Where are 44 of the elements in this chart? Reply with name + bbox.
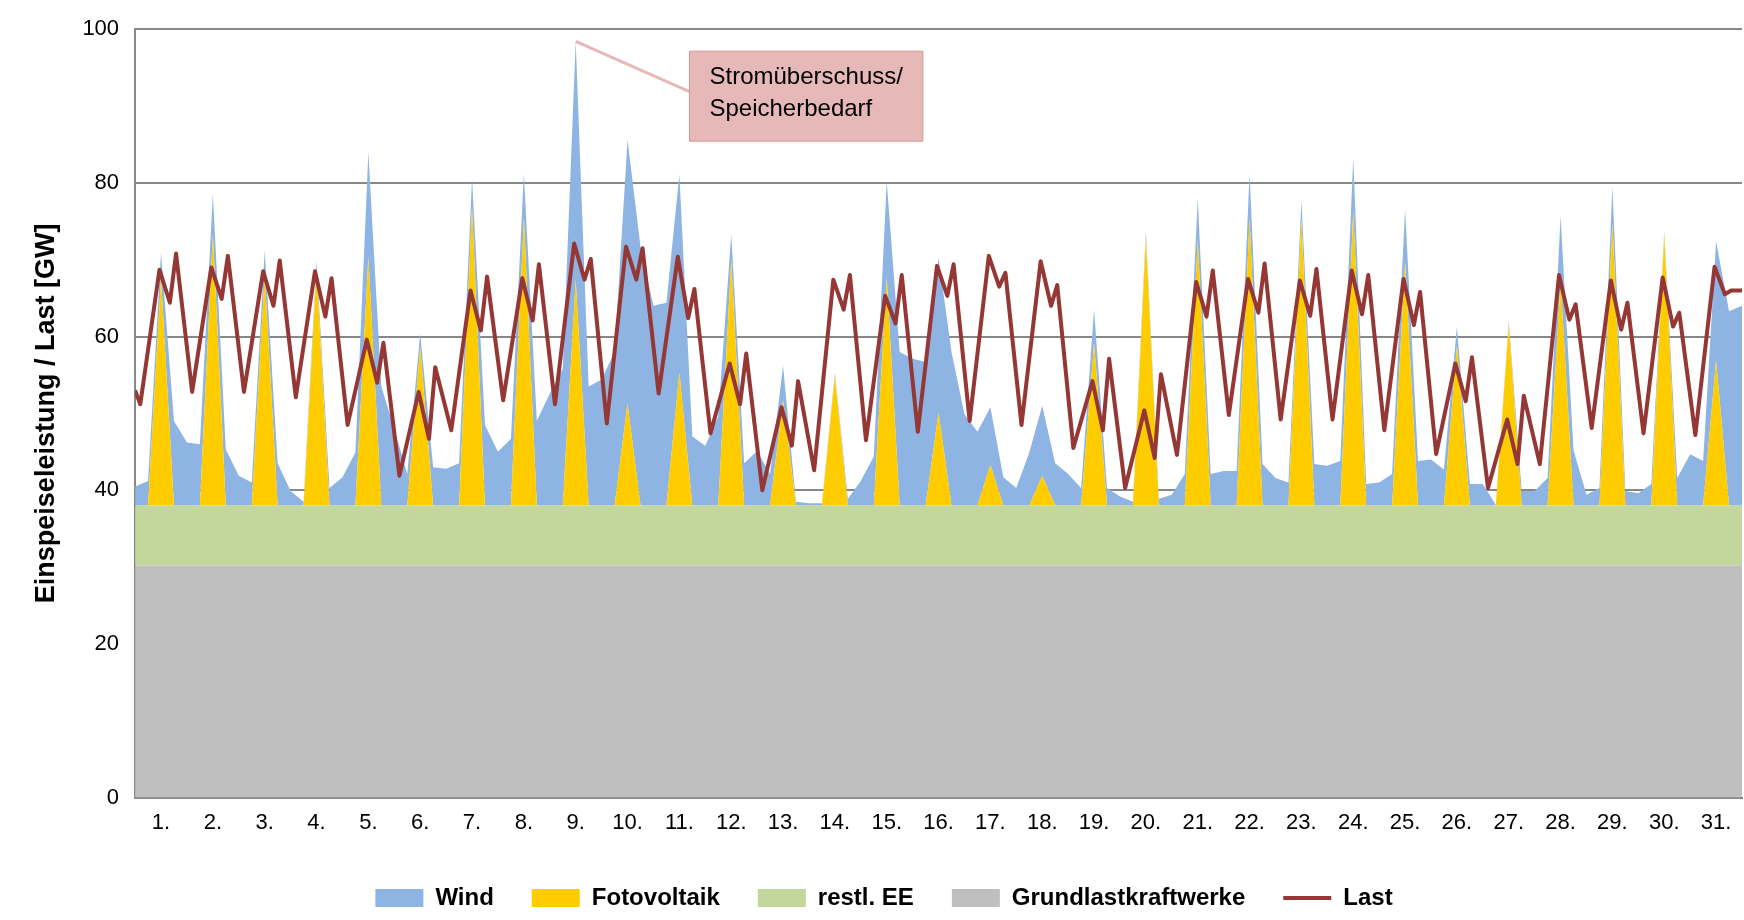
x-tick-label: 19. <box>1078 808 1110 834</box>
x-tick-label: 15. <box>871 808 903 834</box>
y-tick-label: 20 <box>94 629 120 655</box>
y-tick-label: 0 <box>106 783 120 809</box>
x-tick-label: 20. <box>1130 808 1162 834</box>
y-tick-label: 80 <box>94 168 120 194</box>
x-tick-label: 2. <box>203 808 223 834</box>
x-tick-label: 29. <box>1597 808 1628 834</box>
y-tick-label: 40 <box>94 476 120 502</box>
x-tick-label: 12. <box>715 808 747 834</box>
x-tick-label: 16. <box>923 808 954 834</box>
x-tick-label: 27. <box>1493 808 1525 834</box>
x-tick-label: 18. <box>1026 808 1058 834</box>
x-tick-label: 3. <box>255 808 274 834</box>
x-tick-label: 26. <box>1441 808 1473 834</box>
y-tick-label: 60 <box>94 322 120 348</box>
x-tick-label: 21. <box>1182 808 1214 834</box>
x-tick-label: 22. <box>1234 808 1265 834</box>
x-tick-label: 14. <box>819 808 851 834</box>
x-tick-label: 10. <box>612 808 643 834</box>
x-tick-label: 24. <box>1337 808 1369 834</box>
x-tick-label: 25. <box>1389 808 1421 834</box>
x-tick-label: 4. <box>307 808 326 834</box>
y-axis-title: Einspeiseleistung / Last [GW] <box>29 223 60 604</box>
x-tick-label: 7. <box>462 808 482 834</box>
x-tick-label: 1. <box>151 808 171 834</box>
legend-label: restl. EE <box>817 882 914 910</box>
x-tick-label: 11. <box>664 808 694 834</box>
legend-label: Wind <box>435 882 494 910</box>
x-tick-label: 9. <box>566 808 585 834</box>
x-tick-label: 30. <box>1648 808 1680 834</box>
x-tick-label: 8. <box>514 808 534 834</box>
legend-label: Last <box>1343 882 1393 910</box>
x-tick-label: 6. <box>411 808 430 834</box>
x-tick-label: 17. <box>975 808 1006 834</box>
x-tick-label: 13. <box>767 808 799 834</box>
x-tick-label: 23. <box>1286 808 1317 834</box>
y-tick-label: 100 <box>82 15 120 41</box>
annotation: Stromüberschuss/ Speicherbedarf <box>709 61 904 121</box>
x-tick-label: 5. <box>359 808 378 834</box>
x-tick-label: 31. <box>1700 808 1732 834</box>
x-tick-label: 28. <box>1545 808 1576 834</box>
legend-label: Grundlastkraftwerke <box>1011 882 1246 910</box>
legend-label: Fotovoltaik <box>591 882 721 910</box>
